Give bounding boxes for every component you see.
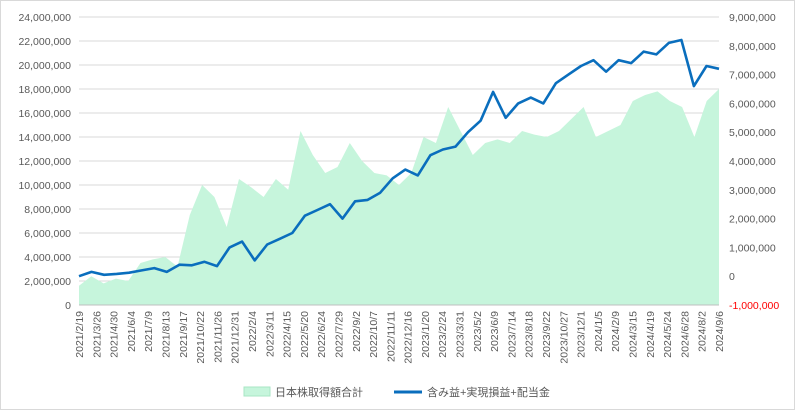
x-tick-label: 2021/4/30 (109, 311, 121, 358)
x-tick-label: 2023/7/14 (506, 311, 518, 358)
x-tick-label: 2022/7/29 (334, 311, 346, 358)
line-series-path (78, 38, 720, 278)
left-tick-label: 14,000,000 (18, 132, 71, 144)
right-tick-label: 6,000,000 (729, 98, 776, 110)
x-tick-label: 2021/2/19 (74, 311, 86, 358)
right-tick-label: 8,000,000 (729, 41, 776, 53)
line-series-layer (78, 38, 720, 278)
x-tick-label: 2022/12/16 (403, 311, 415, 364)
x-tick-label: 2021/8/13 (161, 311, 173, 358)
left-tick-label: 0 (65, 300, 71, 312)
x-tick-label: 2022/6/24 (316, 311, 328, 358)
left-y-axis: 0 2,000,000 4,000,000 6,000,000 8,000,000 10,… (18, 12, 71, 312)
x-tick-label: 2022/11/11 (385, 311, 397, 362)
x-tick-label: 2021/3/26 (91, 311, 103, 358)
x-tick-label: 2021/7/9 (143, 311, 155, 352)
x-axis: 2021/2/19 2021/3/26 2021/4/30 2021/6/4 2021/… (74, 304, 726, 364)
x-tick-label: 2022/3/11 (264, 311, 276, 357)
right-tick-label: 7,000,000 (729, 70, 776, 82)
x-tick-label: 2024/5/24 (662, 311, 674, 358)
left-tick-label: 6,000,000 (24, 228, 71, 240)
right-tick-label: 9,000,000 (729, 12, 776, 24)
x-tick-label: 2024/6/28 (679, 311, 691, 358)
x-tick-label: 2021/11/26 (212, 311, 224, 363)
x-tick-label: 2022/4/15 (282, 311, 294, 358)
x-tick-label: 2023/8/18 (524, 311, 536, 358)
left-tick-label: 24,000,000 (18, 12, 71, 24)
x-tick-label: 2023/2/24 (437, 311, 449, 358)
area-series-layer (79, 89, 719, 305)
left-tick-label: 20,000,000 (18, 60, 71, 72)
left-tick-label: 8,000,000 (24, 204, 71, 216)
left-tick-label: 12,000,000 (18, 156, 71, 168)
left-tick-label: 16,000,000 (18, 108, 71, 120)
x-tick-label: 2023/5/2 (472, 311, 484, 352)
x-tick-label: 2021/6/4 (126, 311, 138, 352)
right-tick-label: 4,000,000 (729, 156, 776, 168)
left-tick-label: 2,000,000 (24, 276, 71, 288)
right-tick-label: 3,000,000 (729, 185, 776, 197)
x-tick-label: 2023/3/31 (455, 311, 467, 358)
x-tick-label: 2022/5/20 (299, 311, 311, 358)
left-tick-label: 18,000,000 (18, 84, 71, 96)
right-tick-label: 1,000,000 (729, 242, 776, 254)
x-tick-label: 2024/1/5 (593, 311, 605, 352)
right-tick-label: 2,000,000 (729, 214, 776, 226)
legend-label-area: 日本株取得額合計 (275, 385, 363, 399)
left-tick-label: 22,000,000 (18, 36, 71, 48)
x-tick-label: 2024/8/2 (697, 311, 709, 352)
x-tick-label: 2024/9/6 (714, 311, 726, 352)
right-tick-label: 5,000,000 (729, 127, 776, 139)
x-tick-label: 2024/3/15 (628, 311, 640, 358)
left-tick-label: 4,000,000 (24, 252, 71, 264)
x-tick-label: 2021/12/31 (230, 311, 242, 364)
x-tick-label: 2023/1/20 (420, 311, 432, 358)
x-tick-label: 2024/2/9 (610, 311, 622, 352)
right-y-axis: -1,000,000 0 1,000,000 2,000,000 3,000,000 4,… (729, 12, 779, 312)
x-tick-label: 2023/9/22 (541, 311, 553, 358)
right-tick-label: 0 (729, 271, 735, 283)
x-tick-label: 2022/9/2 (351, 311, 363, 352)
x-tick-label: 2022/2/4 (247, 311, 259, 352)
legend-label-line: 含み益+実現損益+配当金 (427, 385, 550, 399)
x-tick-label: 2024/4/19 (645, 311, 657, 358)
x-tick-label: 2023/10/27 (558, 311, 570, 364)
x-tick-label: 2021/9/17 (178, 311, 190, 358)
area-series-fill (79, 89, 719, 305)
legend: 日本株取得額合計 含み益+実現損益+配当金 (243, 385, 550, 399)
x-tick-label: 2021/10/22 (195, 311, 207, 364)
x-tick-label: 2023/6/9 (489, 311, 501, 352)
legend-swatch-area (243, 386, 271, 397)
x-tick-label: 2022/10/7 (368, 311, 380, 358)
left-tick-label: 10,000,000 (18, 180, 71, 192)
x-tick-label: 2023/12/1 (576, 311, 588, 358)
right-tick-label: -1,000,000 (729, 300, 779, 312)
